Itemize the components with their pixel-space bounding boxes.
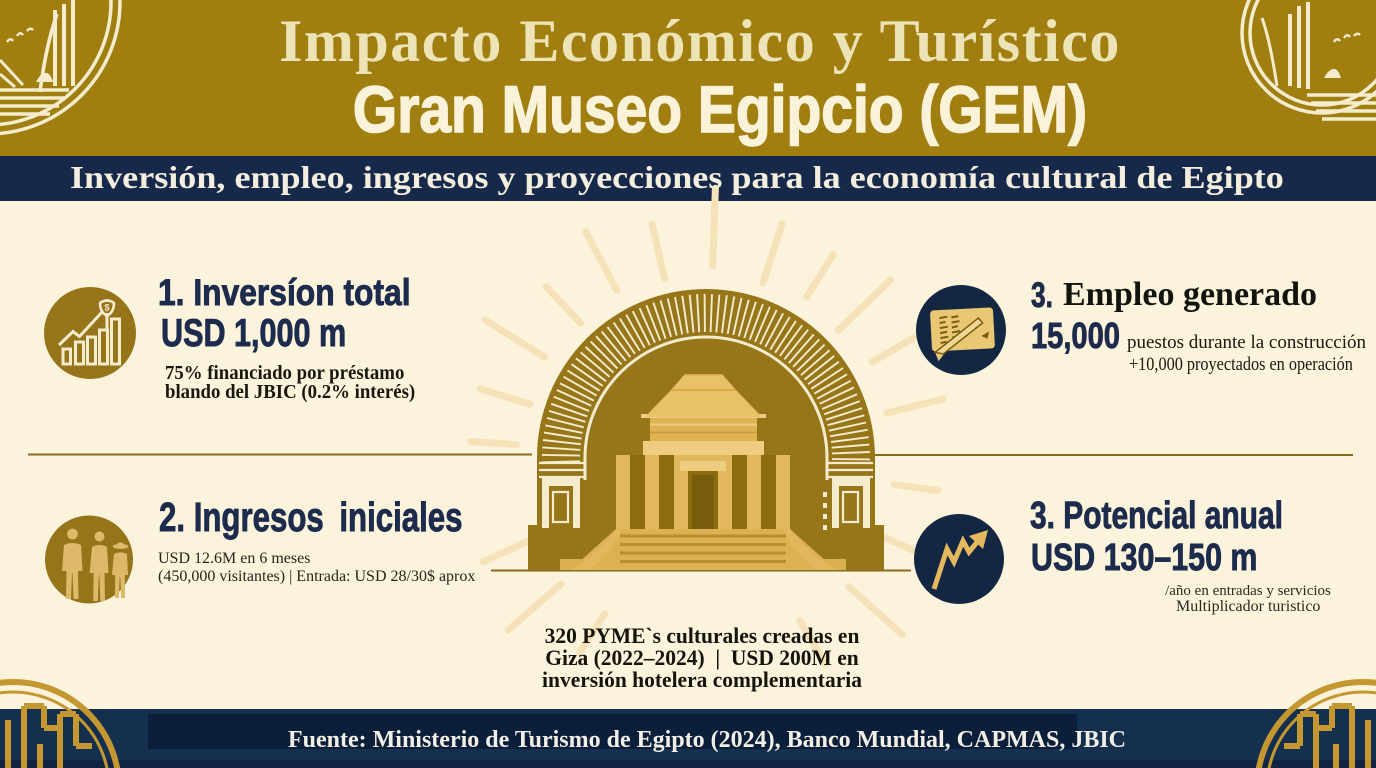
svg-text:$: $ (104, 303, 109, 313)
